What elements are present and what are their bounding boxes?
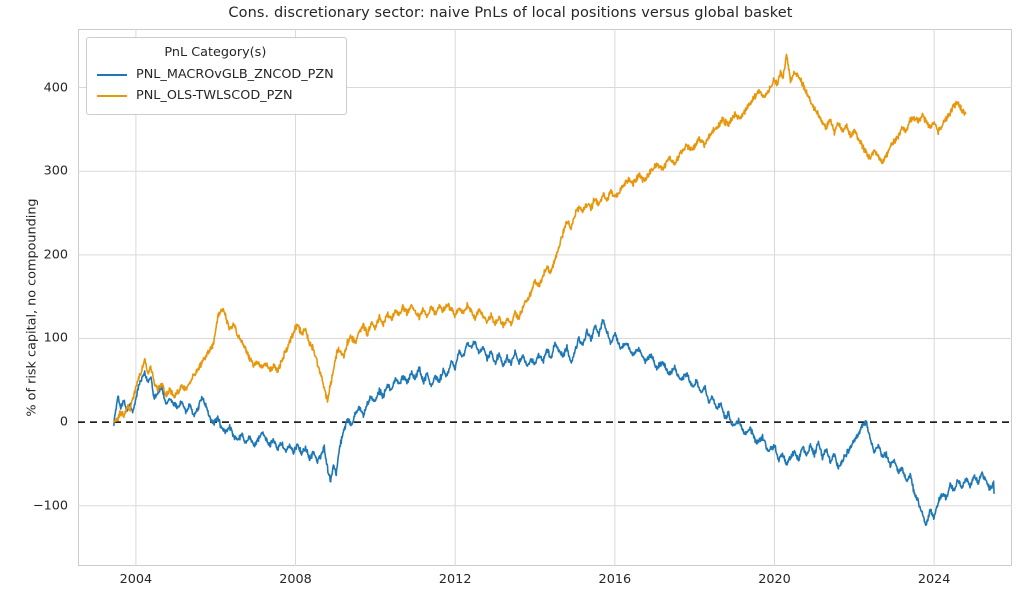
y-tick-label: 200	[43, 247, 68, 263]
legend-label: PNL_OLS-TWLSCOD_PZN	[136, 88, 293, 103]
x-tick-label: 2024	[917, 572, 951, 587]
plot-wrapper	[78, 29, 1012, 566]
data-series-group	[113, 53, 995, 527]
gridlines	[78, 29, 1012, 566]
chart-legend[interactable]: PnL Category(s) PNL_MACROvGLB_ZNCOD_PZN P…	[86, 37, 347, 115]
y-tick-label: 400	[43, 80, 68, 96]
legend-label: PNL_MACROvGLB_ZNCOD_PZN	[136, 67, 334, 82]
y-tick-label: −100	[32, 498, 68, 514]
y-tick-label: 300	[43, 163, 68, 179]
series-line	[113, 318, 995, 527]
plot-area	[78, 29, 1012, 566]
legend-color-swatch	[97, 94, 127, 97]
y-axis-label: % of risk capital, no compounding	[24, 198, 40, 417]
series-line	[113, 53, 967, 423]
legend-title: PnL Category(s)	[164, 45, 267, 60]
legend-entry[interactable]: PNL_OLS-TWLSCOD_PZN	[97, 85, 334, 106]
legend-entry[interactable]: PNL_MACROvGLB_ZNCOD_PZN	[97, 64, 334, 85]
y-tick-label: 0	[59, 414, 68, 430]
x-tick-label: 2004	[119, 572, 153, 587]
chart-title: Cons. discretionary sector: naive PnLs o…	[228, 5, 793, 21]
x-tick-label: 2012	[438, 572, 472, 587]
x-tick-label: 2020	[758, 572, 791, 587]
y-tick-label: 100	[43, 330, 68, 346]
chart-canvas	[78, 29, 1012, 566]
legend-color-swatch	[97, 73, 127, 76]
legend-entries: PNL_MACROvGLB_ZNCOD_PZN PNL_OLS-TWLSCOD_P…	[97, 64, 334, 106]
x-tick-label: 2008	[279, 572, 312, 587]
x-tick-label: 2016	[598, 572, 632, 587]
